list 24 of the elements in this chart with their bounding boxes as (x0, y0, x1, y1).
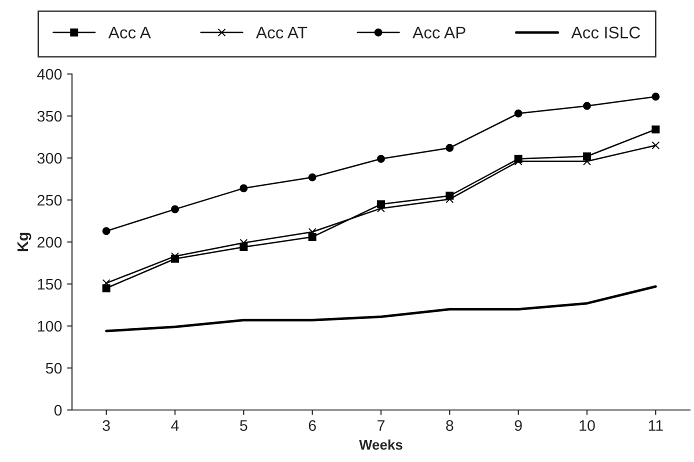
legend-label: Acc AP (412, 26, 466, 38)
legend-label: Acc AT (256, 26, 308, 38)
y-tick-label: 200 (38, 236, 62, 248)
x-tick-label: 3 (102, 420, 110, 431)
y-tick-label: 50 (46, 362, 62, 374)
x-tick-label: 8 (446, 420, 454, 431)
x-tick-label: 5 (240, 420, 248, 431)
x-tick-label: 10 (580, 420, 595, 431)
y-tick-label: 0 (54, 404, 62, 416)
y-tick-label: 300 (37, 152, 62, 164)
y-tick-label: 150 (38, 278, 62, 290)
x-tick-label: 4 (171, 420, 179, 431)
x-tick-label: 11 (648, 420, 663, 431)
legend-label: Acc A (108, 26, 151, 38)
legend-label: Acc ISLC (571, 26, 640, 38)
y-tick-label: 250 (38, 194, 62, 206)
y-tick-label: 350 (37, 110, 62, 122)
y-tick-label: 400 (37, 68, 62, 80)
x-axis-title: Weeks (359, 440, 402, 450)
y-tick-label: 100 (38, 320, 62, 332)
x-tick-label: 9 (514, 420, 522, 431)
x-tick-label: 6 (308, 420, 316, 431)
x-tick-label: 7 (378, 420, 384, 431)
y-axis-title: Kg (17, 232, 32, 252)
